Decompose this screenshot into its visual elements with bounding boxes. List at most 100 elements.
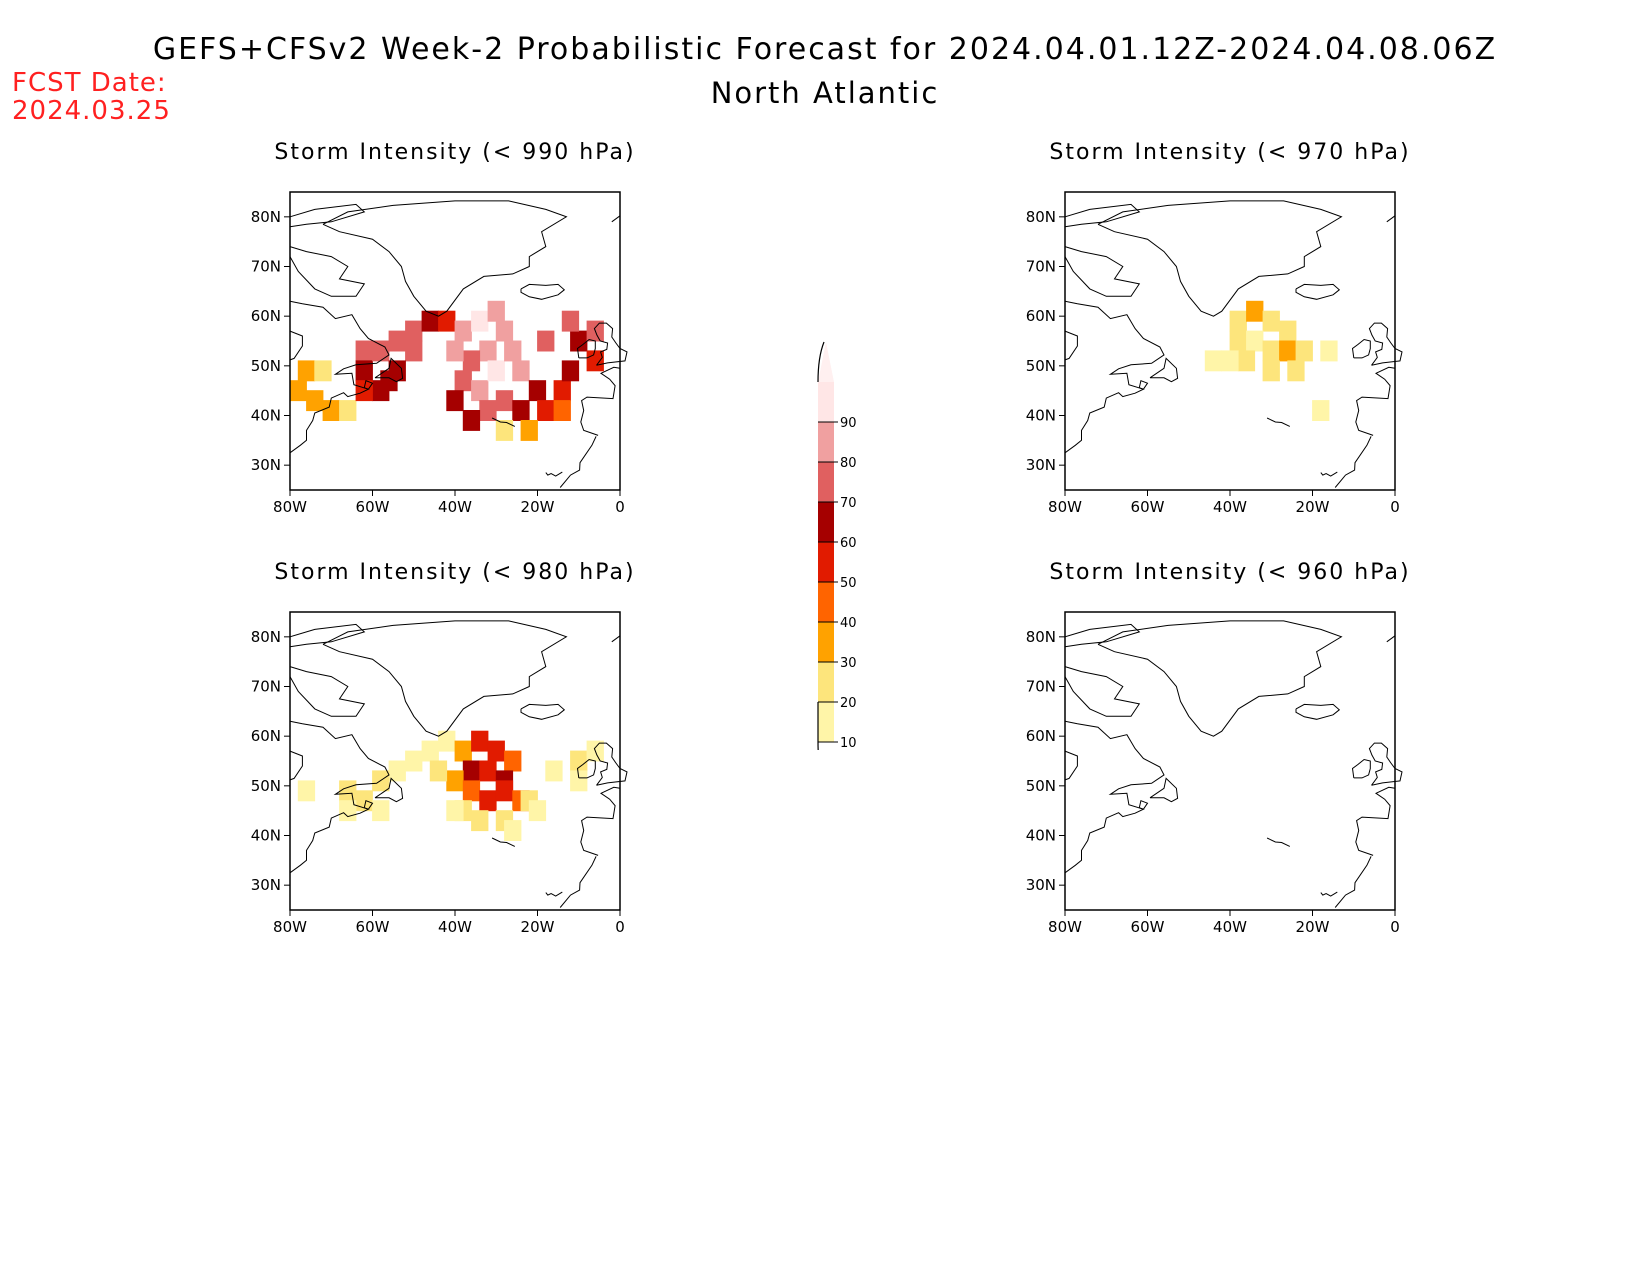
lat-tick-label: 50N [1026,357,1056,375]
coastline [1386,215,1396,223]
coastline [1266,837,1291,847]
coastline [1320,471,1338,477]
probability-cell [528,800,547,822]
lon-tick-label: 80W [1048,918,1082,936]
coastline [1064,720,1165,874]
probability-cell [429,760,448,782]
coastline [520,703,566,720]
colorbar-swatch [818,662,834,702]
probability-cell [462,780,481,802]
probability-cell [462,350,481,372]
colorbar-label: 40 [840,616,857,631]
probability-cell [495,780,514,802]
lat-tick-label: 40N [251,827,281,845]
lat-tick-label: 30N [251,876,281,894]
probability-cell [504,750,522,772]
probability-cell [479,790,497,812]
probability-cell [446,340,464,362]
lon-tick-label: 0 [1390,918,1400,936]
probability-cell [561,360,580,382]
coastline [1368,742,1403,786]
panel-title: Storm Intensity (< 990 hPa) [274,140,636,165]
probability-cell [355,340,373,362]
probability-cell [495,320,514,342]
coastlines [289,620,628,908]
coastline [1097,620,1343,737]
coastline [363,380,374,390]
probability-cell [495,390,514,412]
lat-tick-label: 40N [1026,827,1056,845]
probability-cell [553,400,571,421]
probability-cell [438,730,456,752]
coastline [1064,666,1141,717]
probability-cell [1279,340,1297,362]
colorbar-label: 10 [840,736,857,750]
probability-cell [471,310,489,332]
probability-cell [454,740,472,762]
probability-cell [372,800,390,822]
panel-980: Storm Intensity (< 980 hPa) 80W 60W 40W 20W… [245,560,665,940]
probability-cell [421,740,439,762]
map-980: 80W 60W 40W 20W 0 80N 70N 60N 50N 40N 30N [251,611,628,936]
lat-tick-label: 70N [251,678,281,696]
probability-cell [1262,310,1280,332]
probability-field [1204,300,1338,421]
colorbar-swatch [818,382,834,422]
coastline [1138,800,1149,810]
colorbar-label: 30 [840,656,857,671]
probability-cell [1204,350,1223,372]
probability-cell [297,360,316,382]
probability-cell [446,390,464,412]
lon-tick-label: 20W [1296,918,1330,936]
probability-cell [570,750,588,772]
coastline [1138,380,1149,390]
coastline [289,300,390,454]
probability-cell [462,760,481,782]
probability-cell [372,340,390,362]
coastline [559,436,597,488]
lon-tick-label: 40W [438,918,472,936]
lat-tick-label: 70N [251,258,281,276]
fcst-date-label: FCST Date: [12,68,167,98]
probability-cell [1320,340,1338,362]
lat-tick-label: 30N [251,456,281,474]
coastline [322,620,568,737]
panel-title: Storm Intensity (< 960 hPa) [1049,560,1411,585]
probability-cell [289,380,307,402]
coastline [289,666,366,717]
coastline [1320,891,1338,897]
map-970: 80W 60W 40W 20W 0 80N 70N 60N 50N 40N 30N [1026,191,1403,516]
probability-cell [1295,340,1313,362]
probability-cell [520,420,538,441]
probability-cell [512,400,530,421]
probability-cell [446,800,464,822]
probability-cell [471,730,489,752]
colorbar-swatch [818,702,834,742]
probability-cell [495,420,514,441]
coastline [559,856,597,908]
coastline [1351,338,1371,359]
lat-tick-label: 80N [1026,628,1056,646]
probability-cell [545,760,563,782]
coastline [289,203,366,228]
probability-cell [471,810,489,832]
coastline [1295,283,1341,300]
colorbar: 10 20 30 40 50 60 70 80 90 [817,341,857,750]
coastline [580,786,621,856]
coastline [289,330,303,361]
lon-tick-label: 80W [273,918,307,936]
probability-cell [487,360,505,382]
colorbar-swatch [818,582,834,622]
colorbar-swatch [818,542,834,582]
lat-tick-label: 50N [1026,777,1056,795]
lat-tick-label: 80N [1026,208,1056,226]
probability-cell [438,310,456,332]
coastline [545,891,563,897]
probability-cell [512,360,530,382]
coastline [1064,623,1141,648]
probability-cell [306,390,324,412]
probability-cell [553,380,571,402]
probability-cell [479,400,497,421]
probability-cell [388,760,406,782]
probability-cell [1221,350,1239,372]
